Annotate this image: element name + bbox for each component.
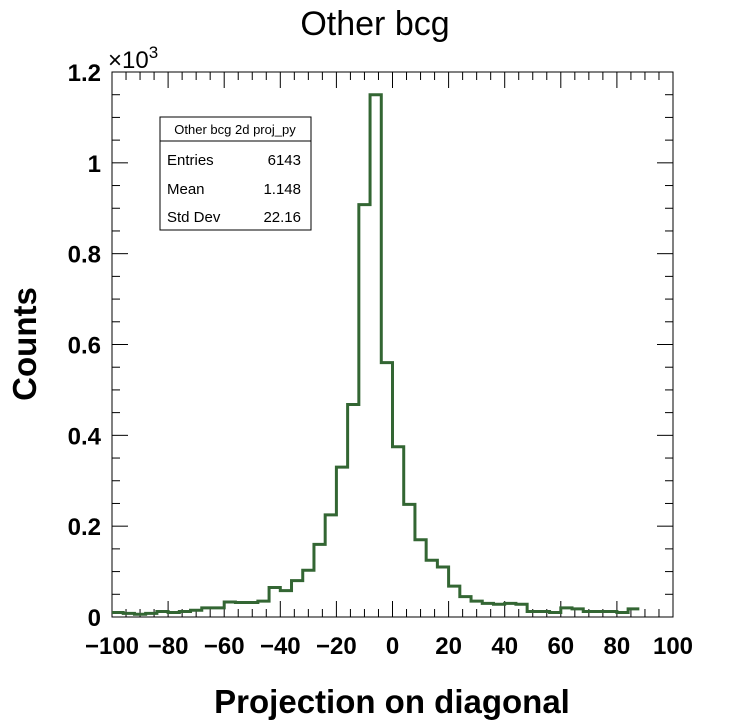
- stats-box-title: Other bcg 2d proj_py: [174, 122, 296, 137]
- x-tick-label: −60: [204, 633, 245, 660]
- y-tick-label: 0.8: [68, 242, 101, 269]
- x-tick-label: 20: [435, 633, 462, 660]
- stats-box-frame: [159, 116, 312, 231]
- stats-stddev-value: 22.16: [263, 209, 301, 226]
- stats-box: Other bcg 2d proj_py Entries 6143 Mean 1…: [159, 116, 312, 231]
- y-multiplier-base: ×10: [108, 47, 149, 74]
- y-multiplier: ×103: [108, 43, 158, 74]
- axis-ticks: [111, 71, 674, 618]
- x-tick-label: −100: [85, 633, 139, 660]
- y-tick-label: 0.6: [68, 333, 101, 360]
- y-tick-label: 0: [88, 605, 101, 632]
- y-tick-label: 0.4: [68, 423, 102, 450]
- stats-entries-label: Entries: [167, 152, 214, 169]
- y-tick-label: 1.2: [68, 60, 101, 87]
- histogram-line: [112, 93, 640, 616]
- stats-mean-label: Mean: [167, 181, 205, 198]
- chart-title: Other bcg: [300, 5, 449, 43]
- stats-mean-value: 1.148: [263, 181, 301, 198]
- stats-entries-value: 6143: [268, 152, 301, 169]
- x-tick-label: −20: [316, 633, 357, 660]
- stats-stddev-label: Std Dev: [167, 209, 221, 226]
- x-axis-label: Projection on diagonal: [214, 683, 570, 720]
- y-tick-label: 0.2: [68, 514, 101, 541]
- x-tick-label: −40: [260, 633, 301, 660]
- x-tick-label: 80: [604, 633, 631, 660]
- y-axis-label: Counts: [6, 287, 43, 401]
- x-tick-labels: −100 −80 −60 −40 −20 0 20 40 60 80 100: [85, 633, 693, 660]
- x-tick-label: 60: [547, 633, 574, 660]
- x-tick-label: 100: [653, 633, 693, 660]
- y-tick-labels: 0 0.2 0.4 0.6 0.8 1 1.2: [68, 60, 102, 632]
- y-multiplier-exponent: 3: [149, 43, 158, 62]
- x-tick-label: −80: [148, 633, 189, 660]
- y-tick-label: 1: [88, 151, 101, 178]
- x-tick-label: 0: [386, 633, 399, 660]
- x-tick-label: 40: [491, 633, 518, 660]
